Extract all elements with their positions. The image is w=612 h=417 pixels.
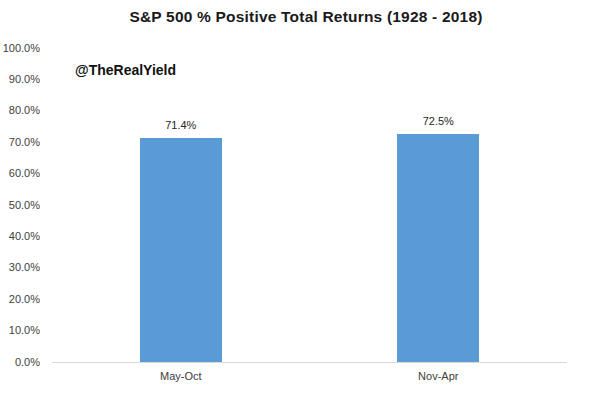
chart-title: S&P 500 % Positive Total Returns (1928 -… — [0, 8, 612, 26]
y-tick-label: 60.0% — [9, 167, 40, 179]
y-tick-label: 100.0% — [3, 42, 40, 54]
y-tick-label: 90.0% — [9, 73, 40, 85]
bar-data-label: 71.4% — [165, 119, 196, 131]
y-tick-label: 70.0% — [9, 136, 40, 148]
y-tick-label: 0.0% — [15, 356, 40, 368]
y-tick-label: 40.0% — [9, 230, 40, 242]
bar-nov-apr — [397, 134, 479, 362]
bar-data-label: 72.5% — [423, 115, 454, 127]
plot-area: 71.4%May-Oct72.5%Nov-Apr — [52, 48, 567, 362]
bar-chart: S&P 500 % Positive Total Returns (1928 -… — [0, 0, 612, 417]
x-axis-line — [52, 362, 567, 363]
x-category-label: May-Oct — [160, 370, 202, 382]
y-tick-label: 20.0% — [9, 293, 40, 305]
bar-may-oct — [140, 138, 222, 362]
y-tick-label: 10.0% — [9, 324, 40, 336]
y-tick-label: 30.0% — [9, 261, 40, 273]
y-tick-label: 50.0% — [9, 199, 40, 211]
y-axis: 100.0%90.0%80.0%70.0%60.0%50.0%40.0%30.0… — [0, 48, 47, 362]
y-tick-label: 80.0% — [9, 104, 40, 116]
x-category-label: Nov-Apr — [418, 370, 458, 382]
